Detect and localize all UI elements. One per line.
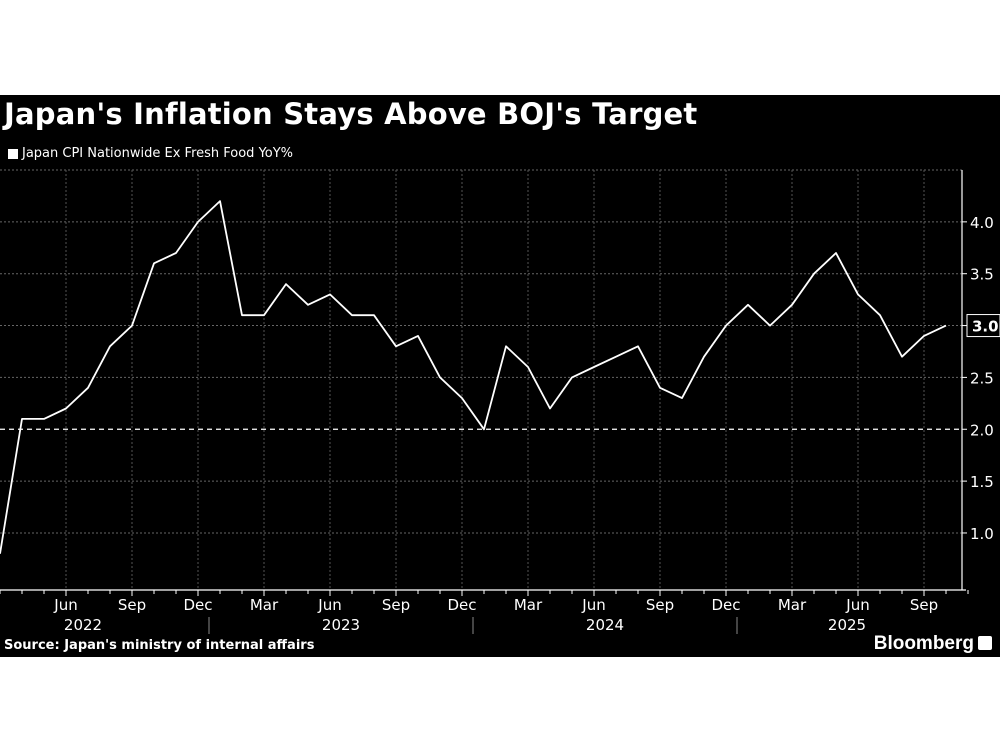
x-month-label: Jun [53,596,77,614]
x-month-label: Dec [183,596,212,614]
x-month-label: Jun [581,596,605,614]
x-month-label: Sep [382,596,410,614]
x-month-label: Sep [910,596,938,614]
highlight-value-label: 3.0 [972,318,999,336]
bloomberg-logo: Bloomberg [873,633,974,654]
legend: Japan CPI Nationwide Ex Fresh Food YoY% [8,146,293,161]
x-month-label: Sep [646,596,674,614]
x-month-label: Jun [317,596,341,614]
y-tick-label: 4.0 [970,214,994,232]
y-tick-label: 2.5 [970,369,994,387]
y-tick-label: 2.0 [970,421,994,439]
x-month-label: Mar [778,596,807,614]
cpi-series-line [0,200,947,554]
x-month-label: Mar [514,596,543,614]
highlight-label-box [966,314,1000,338]
chart-panel [0,95,1000,657]
x-month-label: Mar [250,596,279,614]
x-year-label: 2025 [828,616,866,634]
x-year-label: 2023 [322,616,360,634]
y-tick-label: 3.5 [970,266,994,284]
y-tick-label: 1.0 [970,525,994,543]
legend-label: Japan CPI Nationwide Ex Fresh Food YoY% [22,146,294,161]
x-month-label: Dec [711,596,740,614]
x-year-label: 2024 [586,616,624,634]
x-month-label: Sep [118,596,146,614]
x-year-label: 2022 [64,616,102,634]
x-month-label: Jun [845,596,869,614]
source-note: Source: Japan's ministry of internal aff… [4,638,315,653]
chart-title: Japan's Inflation Stays Above BOJ's Targ… [4,97,698,131]
bloomberg-chart-icon [978,636,992,650]
y-tick-label: 1.5 [970,473,994,491]
x-month-label: Dec [447,596,476,614]
legend-swatch [8,148,18,159]
